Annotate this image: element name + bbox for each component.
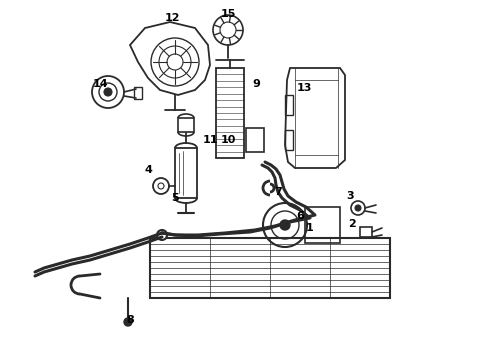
Bar xyxy=(216,68,244,158)
Text: 14: 14 xyxy=(92,79,108,89)
Text: 8: 8 xyxy=(126,315,134,325)
Circle shape xyxy=(280,220,290,230)
Bar xyxy=(305,207,340,243)
Text: 4: 4 xyxy=(144,165,152,175)
Circle shape xyxy=(355,205,361,211)
Bar xyxy=(175,148,197,198)
Text: 10: 10 xyxy=(220,135,236,145)
Text: 15: 15 xyxy=(220,9,236,19)
Bar xyxy=(178,118,194,132)
Bar xyxy=(246,128,264,152)
Text: 12: 12 xyxy=(164,13,180,23)
Bar xyxy=(360,227,372,237)
Bar xyxy=(134,87,142,99)
Text: 5: 5 xyxy=(171,193,179,203)
Bar xyxy=(150,238,390,298)
Text: 11: 11 xyxy=(202,135,218,145)
Text: 6: 6 xyxy=(296,211,304,221)
Circle shape xyxy=(104,88,112,96)
Text: 9: 9 xyxy=(252,79,260,89)
Circle shape xyxy=(124,318,132,326)
Bar xyxy=(285,130,293,150)
Text: 7: 7 xyxy=(274,187,282,197)
Text: 2: 2 xyxy=(348,219,356,229)
Text: 13: 13 xyxy=(296,83,312,93)
Bar xyxy=(285,95,293,115)
Text: 1: 1 xyxy=(306,223,314,233)
Text: 3: 3 xyxy=(346,191,354,201)
Circle shape xyxy=(157,230,167,240)
